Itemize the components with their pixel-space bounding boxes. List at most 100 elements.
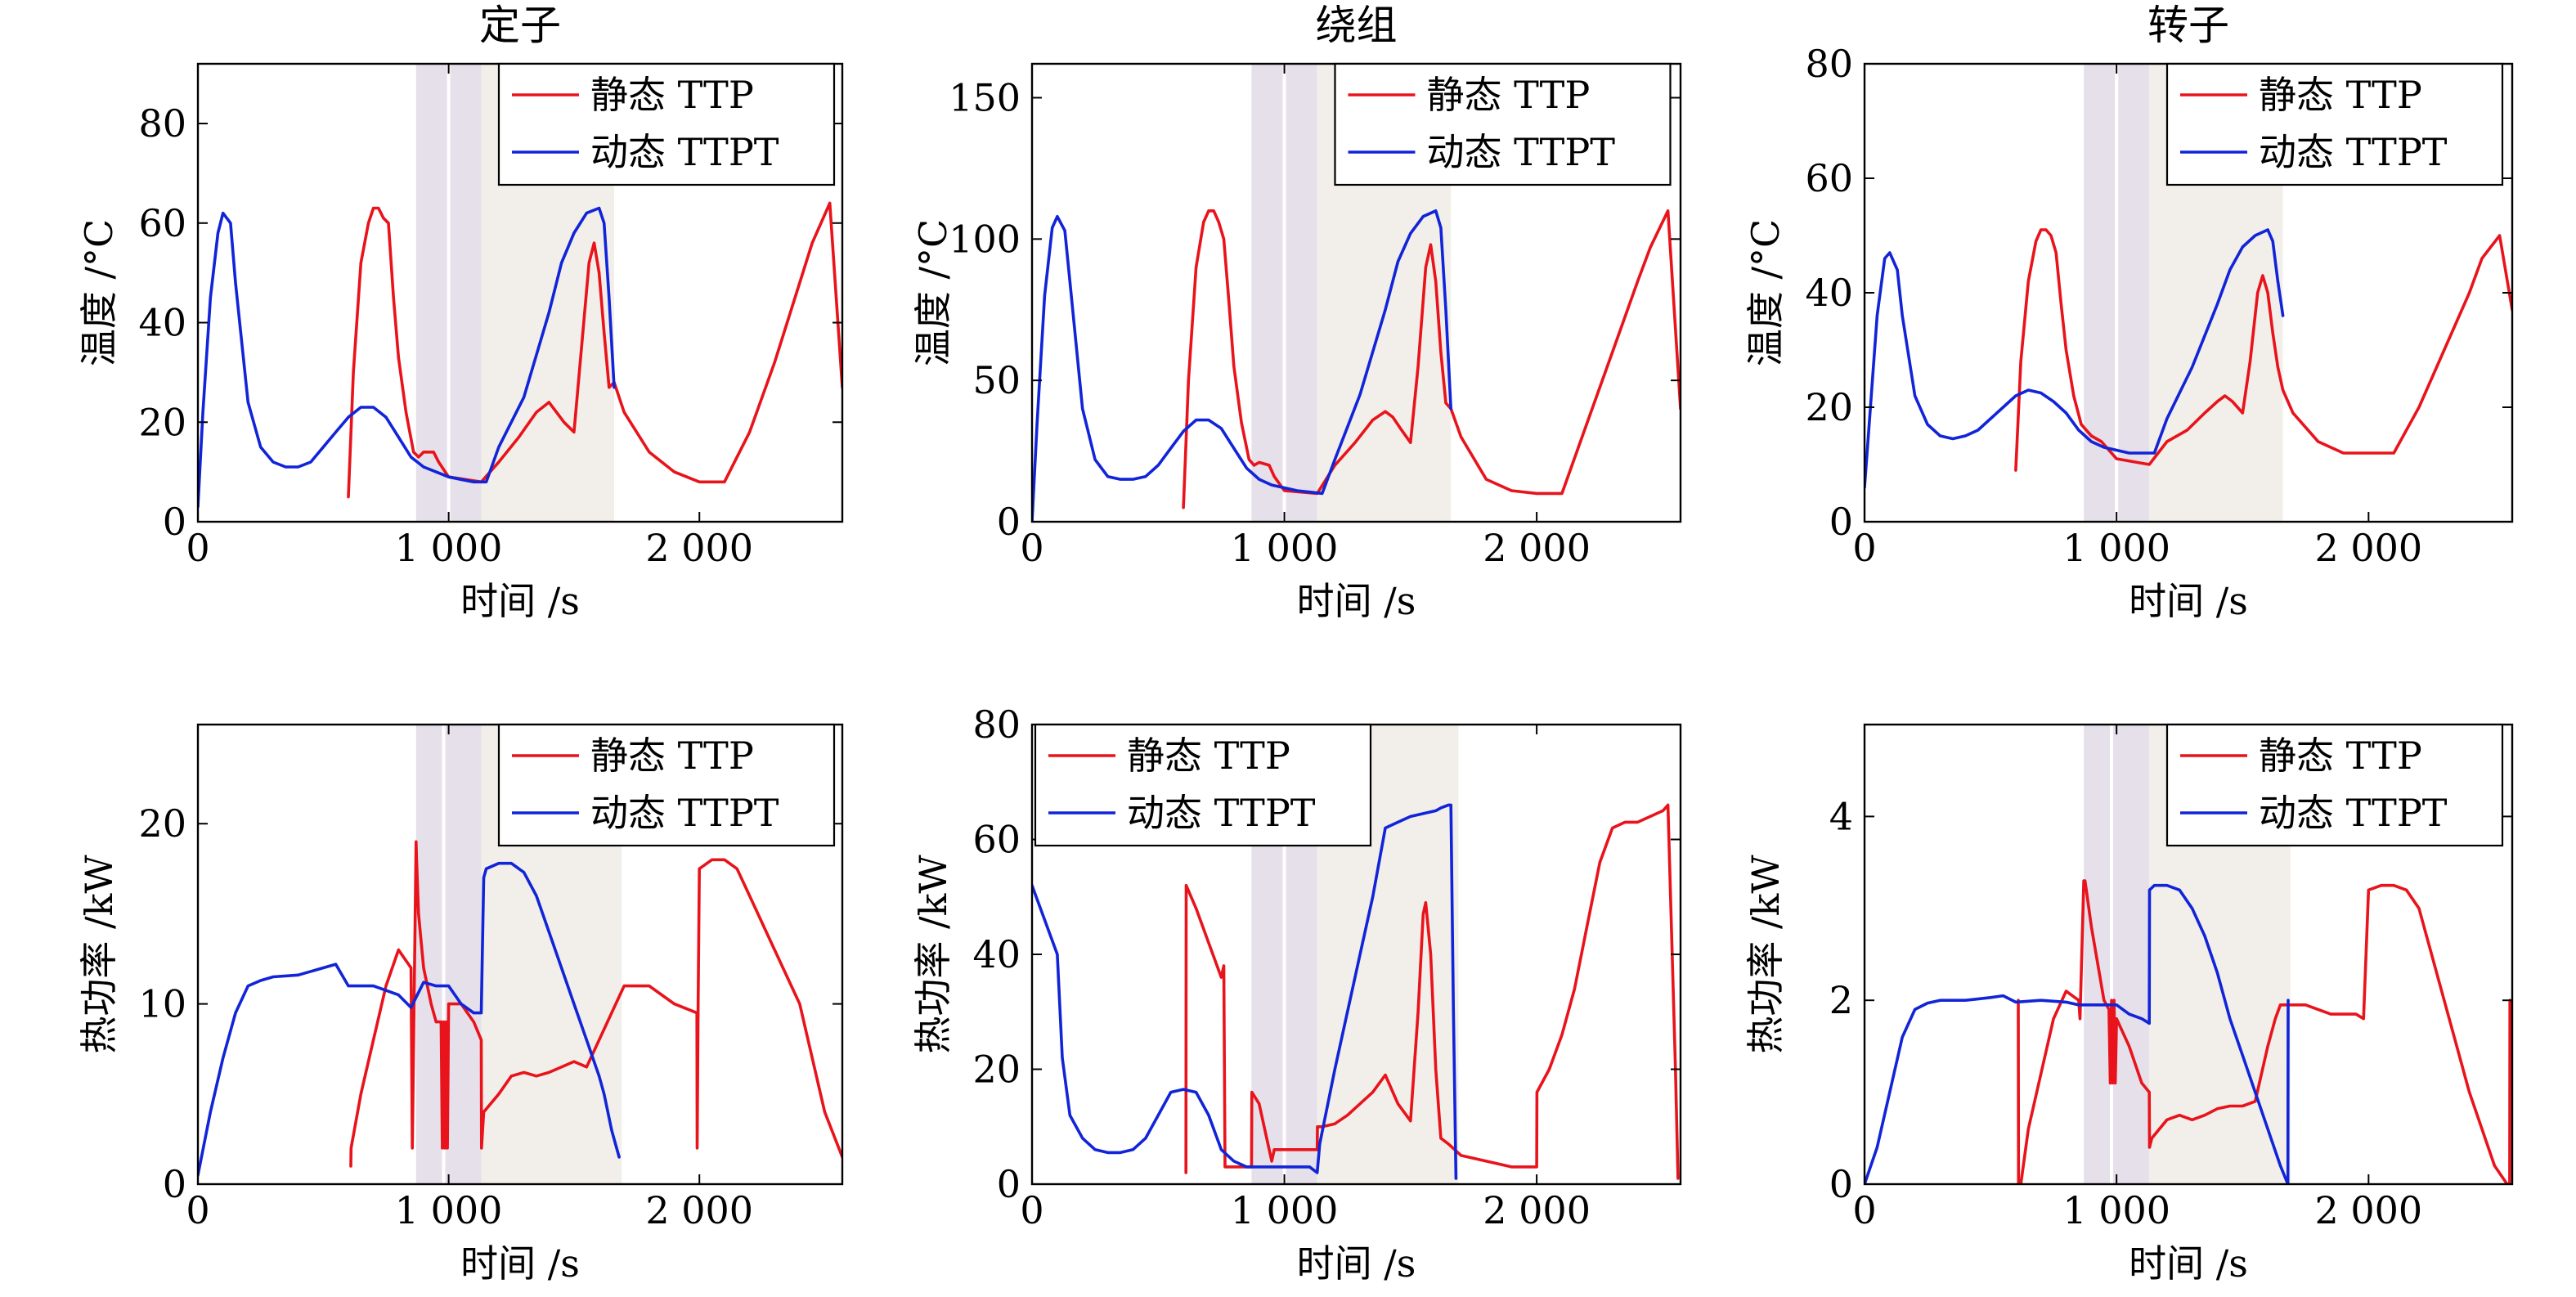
series-line-dynamic: [1032, 209, 1452, 522]
y-tick-label: 80: [972, 702, 1021, 747]
x-tick-label: 1 000: [1231, 1188, 1339, 1232]
y-tick-label: 80: [1805, 42, 1853, 86]
x-axis-label: 时间 /s: [2129, 579, 2248, 623]
x-tick-label: 1 000: [1231, 526, 1339, 570]
x-axis-label: 时间 /s: [1297, 579, 1416, 623]
series-line-dynamic: [1865, 228, 2285, 489]
legend-label-dynamic: 动态 TTPT: [1127, 791, 1316, 835]
legend-label-static: 静态 TTP: [1427, 73, 1591, 117]
chart-panel-5: 0 1 000 2 000 0 20 40 60 80 时间 /s 热功率 /kW 静态 TTP 动态…: [911, 702, 1682, 1286]
legend-label-dynamic: 动态 TTPT: [1427, 130, 1616, 174]
x-tick-label: 1 000: [2062, 1188, 2170, 1232]
y-tick-label: 60: [972, 818, 1021, 862]
x-tick-label: 0: [186, 1188, 209, 1232]
y-tick-label: 40: [972, 932, 1021, 976]
x-axis-label: 时间 /s: [460, 1241, 580, 1286]
series-line-dynamic: [198, 861, 621, 1177]
x-tick-label: 0: [1020, 1188, 1043, 1232]
y-tick-label: 80: [138, 101, 186, 146]
legend: 静态 TTP 动态 TTPT: [2165, 723, 2504, 847]
y-tick-label: 50: [972, 358, 1021, 402]
legend-label-static: 静态 TTP: [2259, 73, 2422, 117]
shaded-band-1: [2084, 725, 2150, 1184]
y-tick-label: 100: [949, 217, 1021, 261]
y-tick-label: 0: [163, 1162, 186, 1206]
y-axis-label: 热功率 /kW: [911, 855, 955, 1054]
legend: 静态 TTP 动态 TTPT: [1034, 723, 1372, 847]
x-tick-label: 1 000: [395, 526, 503, 570]
y-tick-label: 40: [138, 301, 186, 345]
y-tick-label: 20: [1805, 385, 1853, 429]
y-axis-label: 温度 /°C: [77, 219, 121, 366]
x-axis-label: 时间 /s: [460, 579, 580, 623]
y-tick-label: 40: [1805, 271, 1853, 315]
x-tick-label: 2 000: [1483, 1188, 1591, 1232]
legend: 静态 TTP 动态 TTPT: [497, 62, 836, 186]
panel-title: 转子: [2147, 2, 2229, 49]
y-tick-label: 0: [1829, 500, 1853, 544]
y-tick-label: 60: [138, 201, 186, 245]
x-tick-label: 2 000: [645, 1188, 753, 1232]
chart-panel-6: 0 1 000 2 000 0 2 4 时间 /s 热功率 /kW 静态 TTP 动态 TTPT: [1744, 723, 2514, 1286]
x-tick-label: 2 000: [645, 526, 753, 570]
y-tick-label: 20: [138, 400, 186, 444]
x-tick-label: 0: [186, 526, 209, 570]
legend-label-dynamic: 动态 TTPT: [2259, 130, 2448, 174]
legend-label-static: 静态 TTP: [2259, 734, 2422, 778]
y-tick-label: 20: [972, 1048, 1021, 1092]
x-tick-label: 0: [1852, 1188, 1876, 1232]
legend-box: [497, 723, 836, 847]
y-axis-label: 温度 /°C: [1744, 219, 1788, 366]
y-tick-label: 0: [1829, 1162, 1853, 1206]
legend-box: [1034, 723, 1372, 847]
series-line-static: [349, 840, 842, 1168]
y-axis-label: 热功率 /kW: [77, 855, 121, 1054]
series-line-dynamic: [198, 206, 616, 509]
legend-label-static: 静态 TTP: [590, 734, 754, 778]
legend-box: [2165, 62, 2504, 186]
series-line-static: [2017, 879, 2511, 1184]
y-tick-label: 10: [138, 982, 186, 1026]
y-tick-label: 0: [997, 500, 1021, 544]
legend-label-static: 静态 TTP: [1127, 734, 1290, 778]
panel-title: 定子: [479, 2, 561, 49]
x-tick-label: 2 000: [2314, 526, 2422, 570]
x-axis-label: 时间 /s: [1297, 1241, 1416, 1286]
y-tick-label: 4: [1829, 794, 1853, 838]
legend-label-dynamic: 动态 TTPT: [2259, 791, 2448, 835]
series-line-static: [2014, 228, 2512, 472]
legend-box: [2165, 723, 2504, 847]
y-tick-label: 0: [997, 1162, 1021, 1206]
y-axis-label: 温度 /°C: [911, 219, 955, 366]
series-line-static: [347, 201, 842, 499]
x-axis-label: 时间 /s: [2129, 1241, 2248, 1286]
series-line-dynamic: [1032, 803, 1458, 1180]
y-tick-label: 150: [949, 75, 1021, 119]
legend-label-static: 静态 TTP: [590, 73, 754, 117]
legend-label-dynamic: 动态 TTPT: [590, 130, 779, 174]
x-tick-label: 0: [1852, 526, 1876, 570]
y-tick-label: 60: [1805, 156, 1853, 200]
y-tick-label: 0: [163, 500, 186, 544]
series-line-dynamic: [1865, 883, 2290, 1184]
series-line-static: [1182, 209, 1681, 509]
panel-title: 绕组: [1316, 2, 1398, 49]
legend-box: [497, 62, 836, 186]
chart-panel-4: 0 1 000 2 000 0 10 20 时间 /s 热功率 /kW 静态 TTP 动态 TTP…: [77, 723, 844, 1286]
legend: 静态 TTP 动态 TTPT: [2165, 62, 2504, 186]
legend: 静态 TTP 动态 TTPT: [1334, 62, 1672, 186]
y-tick-label: 2: [1829, 978, 1853, 1022]
x-tick-label: 0: [1020, 526, 1043, 570]
x-tick-label: 2 000: [1483, 526, 1591, 570]
x-tick-label: 1 000: [2062, 526, 2170, 570]
y-tick-label: 20: [138, 801, 186, 846]
y-axis-label: 热功率 /kW: [1744, 855, 1788, 1054]
legend: 静态 TTP 动态 TTPT: [497, 723, 836, 847]
legend-box: [1334, 62, 1672, 186]
legend-label-dynamic: 动态 TTPT: [590, 791, 779, 835]
x-tick-label: 2 000: [2314, 1188, 2422, 1232]
